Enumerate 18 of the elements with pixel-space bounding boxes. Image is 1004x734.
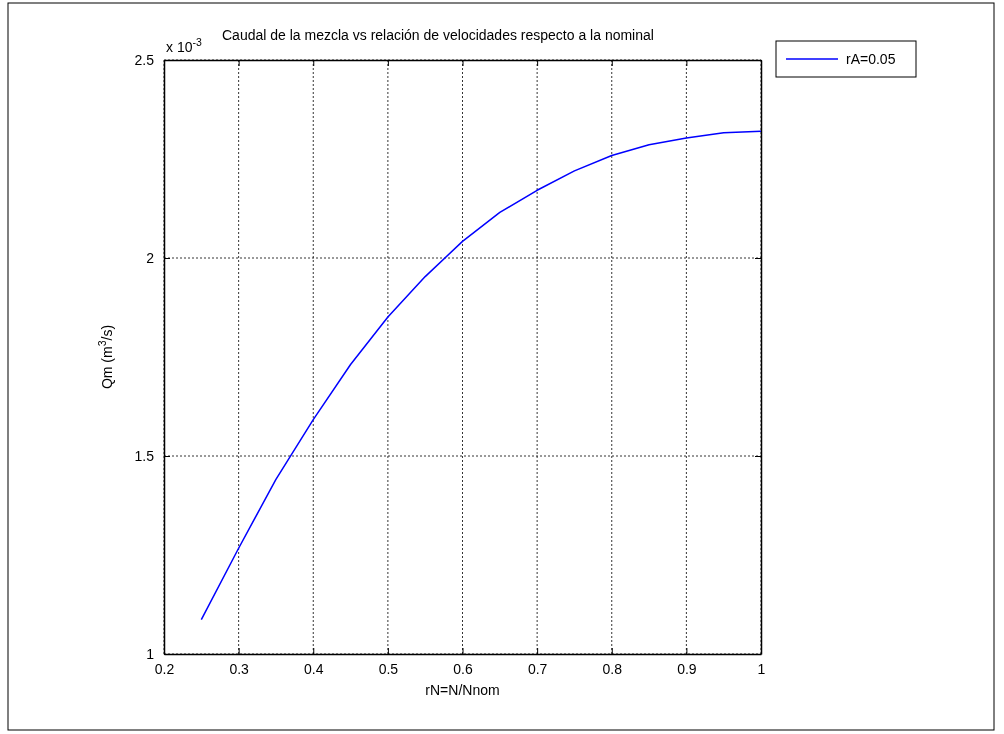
chart-title: Caudal de la mezcla vs relación de velocidades respecto a la nominal xyxy=(222,27,654,43)
y-tick-label: 1 xyxy=(146,645,155,662)
x-tick-label: 0.2 xyxy=(154,660,175,677)
y-tick-label: 2.5 xyxy=(134,51,155,68)
text: x 10$^{-3}$ xyxy=(166,36,202,55)
x-tick-label: 0.8 xyxy=(602,660,623,677)
line-series xyxy=(200,130,762,621)
y-tick-label: 2 xyxy=(146,249,155,266)
x-tick-label: 1 xyxy=(757,660,766,677)
x-tick-label: 0.5 xyxy=(378,660,399,677)
legend-label: rA=0.05 xyxy=(846,51,896,67)
x-tick-label: 0.3 xyxy=(229,660,250,677)
x-tick-label: 0.9 xyxy=(677,660,697,677)
x-tick-label: 0.7 xyxy=(527,660,548,677)
x-tick-label: 0.6 xyxy=(453,660,473,677)
x-axis-title: rN=N/Nnom xyxy=(425,682,500,698)
y-tick-label: 1.5 xyxy=(134,447,155,464)
x-tick-label: 0.4 xyxy=(304,660,324,677)
